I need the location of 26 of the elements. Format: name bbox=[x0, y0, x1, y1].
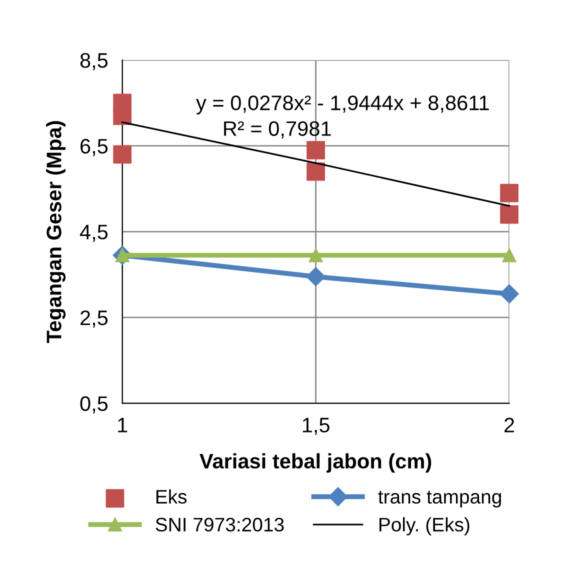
x-tick-label: 1,5 bbox=[302, 418, 330, 435]
x-axis-title: Variasi tebal jabon (cm) bbox=[200, 453, 432, 473]
y-tick-label: 2,5 bbox=[80, 310, 108, 328]
point bbox=[113, 145, 132, 164]
y-tick-label: 4,5 bbox=[80, 224, 108, 242]
point bbox=[306, 140, 325, 160]
legend-label: Eks bbox=[156, 489, 187, 504]
point bbox=[306, 162, 325, 181]
legend-label: SNI 7973:2013 bbox=[156, 518, 284, 532]
y-axis-title: Tegangan Geser (Mpa) bbox=[46, 121, 66, 343]
annotation: R² = 0,7981 bbox=[224, 121, 331, 138]
point bbox=[500, 184, 518, 202]
y-tick-label: 0,5 bbox=[80, 396, 108, 414]
point bbox=[113, 106, 132, 126]
x-tick-label: 2 bbox=[504, 418, 514, 432]
point bbox=[306, 267, 326, 286]
x-tick-label: 1 bbox=[118, 418, 128, 432]
y-tick-label: 6,5 bbox=[80, 138, 108, 156]
point bbox=[308, 248, 323, 262]
point bbox=[500, 284, 519, 304]
y-tick-label: 8,5 bbox=[80, 53, 108, 70]
annotation: y = 0,0278x² - 1,9444x + 8,8611 bbox=[196, 96, 489, 114]
legend-label: trans tampang bbox=[378, 490, 501, 508]
point bbox=[502, 248, 516, 262]
point bbox=[500, 205, 518, 224]
legend-label: Poly. (Eks) bbox=[380, 517, 470, 536]
